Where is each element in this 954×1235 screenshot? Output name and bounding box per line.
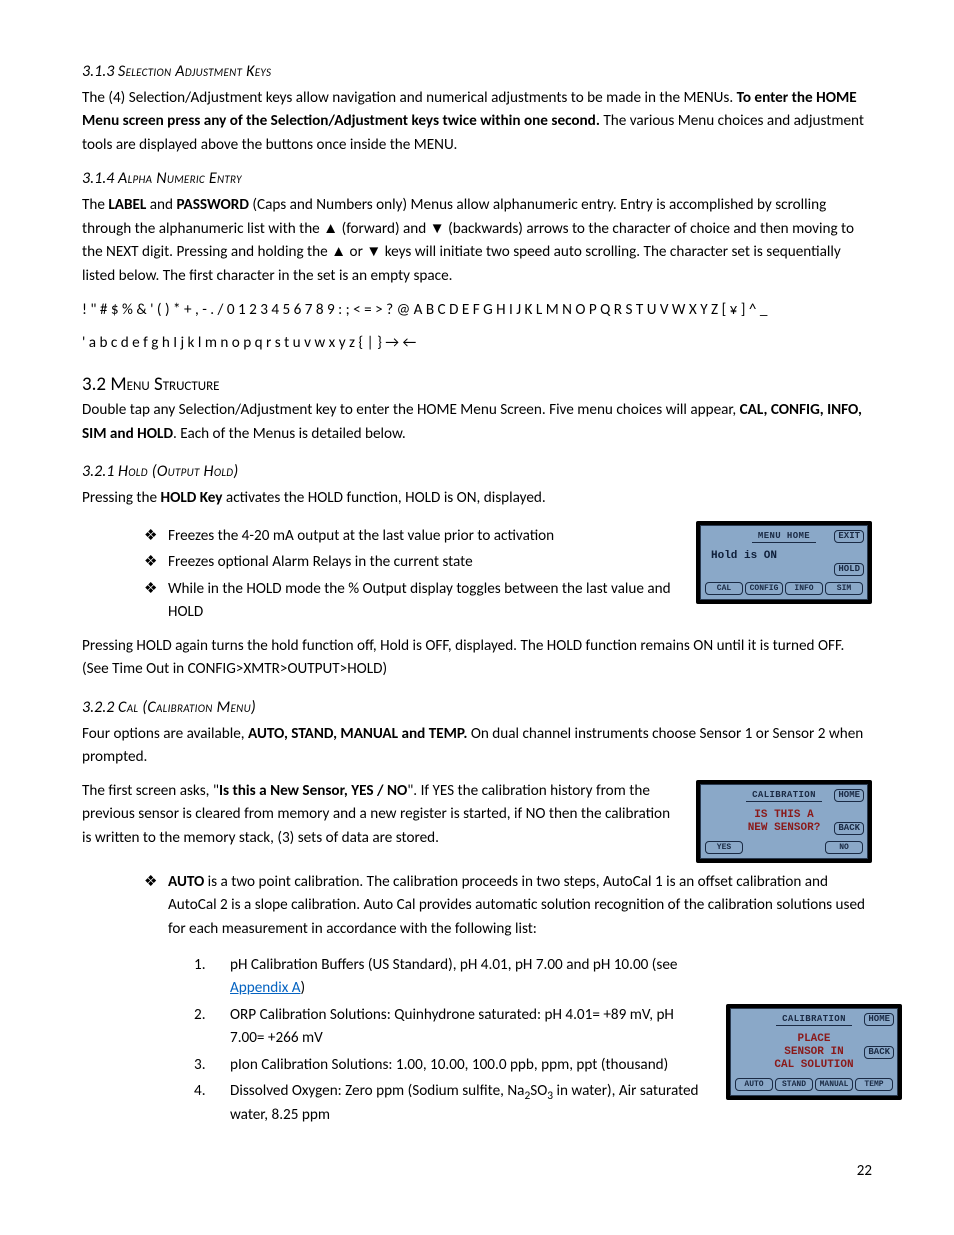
- para-314: The LABEL and PASSWORD (Caps and Numbers…: [82, 194, 872, 288]
- list-item: While in the HOLD mode the % Output disp…: [144, 578, 680, 625]
- lcd-title: MENU HOME: [752, 530, 816, 543]
- text: pIon Calibration Solutions: 1.00, 10.00,…: [230, 1056, 668, 1074]
- lcd-side-button: HOME: [834, 789, 864, 802]
- lcd-line: CAL SOLUTION: [774, 1059, 853, 1071]
- lcd-footer: YES NO: [705, 841, 863, 854]
- heading-text: Hold (Output Hold): [118, 462, 238, 481]
- list-item: 3. pIon Calibration Solutions: 1.00, 10.…: [194, 1054, 710, 1078]
- lcd-soft-button: CAL: [705, 582, 743, 595]
- heading-number: 3.1.4: [82, 169, 118, 188]
- para-313: The (4) Selection/Adjustment keys allow …: [82, 87, 872, 158]
- page-number: 22: [82, 1160, 872, 1183]
- heading-314: 3.1.4 Alpha Numeric Entry: [82, 167, 872, 192]
- charset-line-2: ' a b c d e f g h I j k l m n o p q r s …: [82, 332, 872, 356]
- text: SO: [530, 1082, 547, 1100]
- link-appendix-a[interactable]: Appendix A: [230, 979, 301, 997]
- list-item: 4. Dissolved Oxygen: Zero ppm (Sodium su…: [194, 1080, 710, 1127]
- list-item: AUTO is a two point calibration. The cal…: [144, 871, 872, 942]
- col-text: Freezes the 4-20 mA output at the last v…: [82, 521, 680, 635]
- text: . Each of the Menus is detailed below.: [173, 425, 406, 443]
- numlist-322: 1. pH Calibration Buffers (US Standard),…: [82, 954, 710, 1128]
- text-bold: PASSWORD: [176, 196, 248, 214]
- para-322-2: The first screen asks, "Is this a New Se…: [82, 780, 680, 851]
- document-page: 3.1.3 Selection Adjustment Keys The (4) …: [0, 0, 954, 1223]
- lcd-side-button: HOLD: [834, 563, 864, 576]
- text-bold: AUTO: [168, 873, 204, 891]
- text: Pressing the: [82, 489, 160, 507]
- heading-text: Selection Adjustment Keys: [118, 62, 271, 81]
- lcd-side-button: BACK: [864, 1046, 894, 1059]
- lcd-menu-home: EXIT HOLD MENU HOME Hold is ON CAL CONFI…: [696, 521, 872, 604]
- text: Double tap any Selection/Adjustment key …: [82, 401, 740, 419]
- row-cal-1: The first screen asks, "Is this a New Se…: [82, 780, 872, 863]
- lcd-soft-button: MANUAL: [815, 1078, 853, 1091]
- text: activates the HOLD function, HOLD is ON,…: [223, 489, 546, 507]
- text: Four options are available,: [82, 725, 248, 743]
- heading-32: 3.2 Menu Structure: [82, 370, 872, 399]
- list-item: Freezes the 4-20 mA output at the last v…: [144, 525, 680, 549]
- lcd-line: PLACE: [797, 1033, 830, 1045]
- para-321-2: Pressing HOLD again turns the hold funct…: [82, 635, 872, 682]
- row-cal-2: 1. pH Calibration Buffers (US Standard),…: [82, 952, 872, 1136]
- text: The (4) Selection/Adjustment keys allow …: [82, 89, 737, 107]
- lcd-soft-button: AUTO: [735, 1078, 773, 1091]
- heading-number: 3.1.3: [82, 62, 118, 81]
- text-bold: HOLD Key: [160, 489, 222, 507]
- lcd-soft-button: CONFIG: [745, 582, 783, 595]
- para-321-1: Pressing the HOLD Key activates the HOLD…: [82, 487, 872, 511]
- lcd-calibration-1: HOME BACK CALIBRATION IS THIS A NEW SENS…: [696, 780, 872, 863]
- text-bold: AUTO, STAND, MANUAL and TEMP.: [248, 725, 467, 743]
- item-number: 3.: [194, 1054, 206, 1078]
- text: and: [146, 196, 176, 214]
- para-322-1: Four options are available, AUTO, STAND,…: [82, 723, 872, 770]
- heading-321: 3.2.1 Hold (Output Hold): [82, 460, 872, 485]
- col-text: The first screen asks, "Is this a New Se…: [82, 780, 680, 861]
- lcd-line: NEW SENSOR?: [748, 822, 821, 834]
- lcd-soft-button: SIM: [825, 582, 863, 595]
- lcd-side-button: EXIT: [834, 530, 864, 543]
- text: is a two point calibration. The calibrat…: [168, 873, 865, 938]
- list-item: 1. pH Calibration Buffers (US Standard),…: [194, 954, 710, 1001]
- lcd-side-button: BACK: [834, 822, 864, 835]
- item-number: 4.: [194, 1080, 206, 1104]
- heading-number: 3.2.1: [82, 462, 118, 481]
- text-bold: Is this a New Sensor, YES / NO: [219, 782, 407, 800]
- heading-number: 3.2.2: [82, 698, 118, 717]
- lcd-title: CALIBRATION: [746, 789, 822, 802]
- text: pH Calibration Buffers (US Standard), pH…: [230, 956, 677, 974]
- text: The: [82, 196, 108, 214]
- heading-313: 3.1.3 Selection Adjustment Keys: [82, 60, 872, 85]
- text: ): [301, 979, 306, 997]
- text: ORP Calibration Solutions: Quinhydrone s…: [230, 1006, 674, 1048]
- lcd-footer: AUTO STAND MANUAL TEMP: [735, 1078, 893, 1091]
- col-text: 1. pH Calibration Buffers (US Standard),…: [82, 952, 710, 1136]
- lcd-soft-button: TEMP: [855, 1078, 893, 1091]
- row-hold: Freezes the 4-20 mA output at the last v…: [82, 521, 872, 635]
- lcd-footer: CAL CONFIG INFO SIM: [705, 582, 863, 595]
- text: The first screen asks, ": [82, 782, 219, 800]
- lcd-soft-button: NO: [825, 841, 863, 854]
- lcd-line: SENSOR IN: [784, 1046, 843, 1058]
- lcd-line: IS THIS A: [754, 809, 813, 821]
- heading-text: 3.2 Menu Structure: [82, 373, 220, 396]
- text-bold: LABEL: [108, 196, 146, 214]
- heading-text: Cal (Calibration Menu): [118, 698, 256, 717]
- lcd-side-button: HOME: [864, 1013, 894, 1026]
- lcd-calibration-2: HOME BACK CALIBRATION PLACE SENSOR IN CA…: [726, 1004, 902, 1100]
- heading-322: 3.2.2 Cal (Calibration Menu): [82, 696, 872, 721]
- lcd-soft-button: STAND: [775, 1078, 813, 1091]
- lcd-title: CALIBRATION: [776, 1013, 852, 1026]
- charset-line-1: ! " # $ % & ' ( ) * + , - . / 0 1 2 3 4 …: [82, 299, 872, 323]
- heading-text: Alpha Numeric Entry: [118, 169, 242, 188]
- list-item: 2. ORP Calibration Solutions: Quinhydron…: [194, 1004, 710, 1051]
- para-32: Double tap any Selection/Adjustment key …: [82, 399, 872, 446]
- bullets-322: AUTO is a two point calibration. The cal…: [82, 871, 872, 942]
- text: Dissolved Oxygen: Zero ppm (Sodium sulfi…: [230, 1082, 524, 1100]
- bullets-321: Freezes the 4-20 mA output at the last v…: [82, 525, 680, 625]
- item-number: 1.: [194, 954, 206, 978]
- item-number: 2.: [194, 1004, 206, 1028]
- lcd-soft-button: YES: [705, 841, 743, 854]
- lcd-soft-button: INFO: [785, 582, 823, 595]
- list-item: Freezes optional Alarm Relays in the cur…: [144, 551, 680, 575]
